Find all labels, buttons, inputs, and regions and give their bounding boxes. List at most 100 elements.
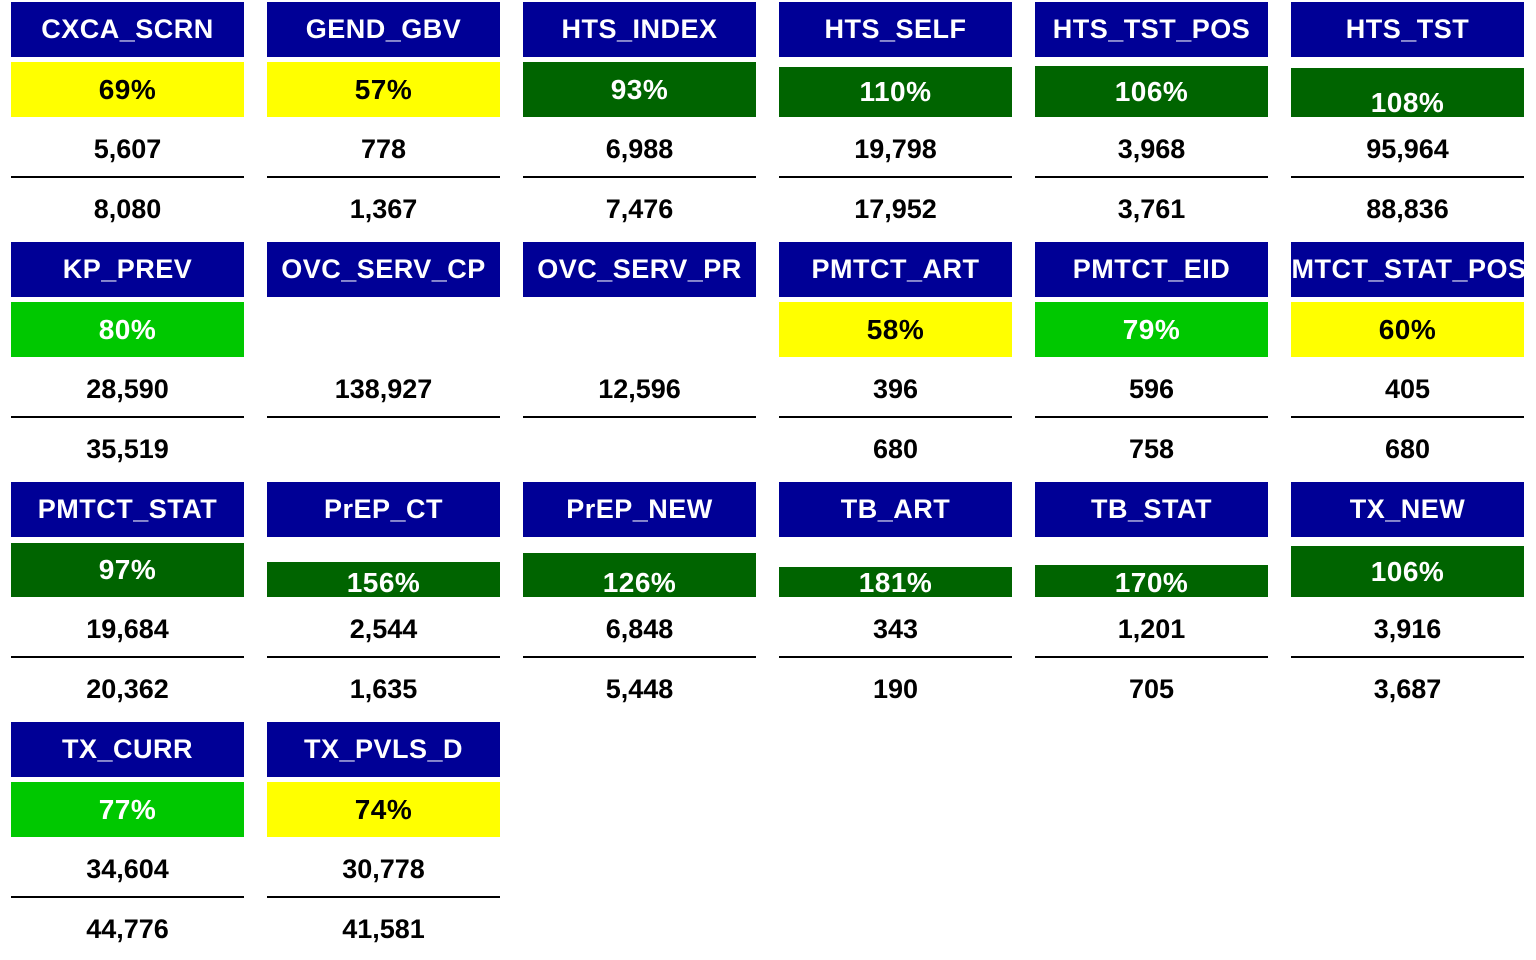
kpi-divider — [267, 656, 500, 658]
kpi-divider — [1291, 656, 1524, 658]
kpi-percent-badge: 170% — [1035, 565, 1268, 597]
kpi-title: CXCA_SCRN — [11, 2, 244, 57]
kpi-value: 3,968 — [1117, 133, 1186, 164]
kpi-percent-area: 93% — [523, 62, 756, 117]
kpi-target: 705 — [1128, 673, 1175, 704]
kpi-percent-badge: 77% — [11, 782, 244, 837]
kpi-value: 34,604 — [86, 853, 169, 884]
kpi-card-tx-pvls-d: TX_PVLS_D 74% 30,778 41,581 — [267, 720, 500, 960]
kpi-card-pmtct-eid: PMTCT_EID 79% 596 758 — [1035, 240, 1268, 480]
kpi-value: 19,798 — [854, 133, 937, 164]
kpi-divider — [523, 656, 756, 658]
kpi-title: TB_STAT — [1035, 482, 1268, 537]
kpi-value: 405 — [1384, 373, 1431, 404]
kpi-card-hts-tst-pos: HTS_TST_POS 106% 3,968 3,761 — [1035, 0, 1268, 240]
kpi-value: 28,590 — [86, 373, 169, 404]
kpi-value: 19,684 — [86, 613, 169, 644]
kpi-card-tx-curr: TX_CURR 77% 34,604 44,776 — [11, 720, 244, 960]
kpi-card-hts-index: HTS_INDEX 93% 6,988 7,476 — [523, 0, 756, 240]
kpi-card-ovc-serv-pr: OVC_SERV_PR 12,596 — [523, 240, 756, 480]
kpi-card-tb-art: TB_ART 181% 343 190 — [779, 480, 1012, 720]
kpi-title: HTS_TST — [1291, 2, 1524, 57]
kpi-title: HTS_TST_POS — [1035, 2, 1268, 57]
kpi-target — [523, 424, 756, 474]
kpi-divider — [1035, 176, 1268, 178]
kpi-percent-area: 106% — [1035, 62, 1268, 117]
kpi-value: 12,596 — [598, 373, 681, 404]
kpi-value: 596 — [1128, 373, 1175, 404]
kpi-target: 1,367 — [349, 193, 418, 224]
kpi-percent-badge: 57% — [267, 62, 500, 117]
kpi-card-kp-prev: KP_PREV 80% 28,590 35,519 — [11, 240, 244, 480]
kpi-card-pmtct-stat-pos: PMTCT_STAT_POS 60% 405 680 — [1291, 240, 1524, 480]
kpi-target: 7,476 — [605, 193, 674, 224]
kpi-title: PrEP_CT — [267, 482, 500, 537]
kpi-percent-badge: 126% — [523, 553, 756, 597]
kpi-target: 758 — [1128, 433, 1175, 464]
kpi-value: 30,778 — [342, 853, 425, 884]
kpi-divider — [523, 416, 756, 418]
kpi-title: PMTCT_EID — [1035, 242, 1268, 297]
kpi-target: 5,448 — [605, 673, 674, 704]
kpi-title: KP_PREV — [11, 242, 244, 297]
kpi-percent-area: 106% — [1291, 542, 1524, 597]
kpi-percent-area — [267, 302, 500, 357]
kpi-percent-area: 110% — [779, 62, 1012, 117]
kpi-title: TX_PVLS_D — [267, 722, 500, 777]
kpi-title: PMTCT_STAT — [11, 482, 244, 537]
kpi-divider — [11, 896, 244, 898]
kpi-percent-area: 170% — [1035, 542, 1268, 597]
kpi-target: 88,836 — [1366, 193, 1449, 224]
kpi-divider — [779, 656, 1012, 658]
kpi-percent-badge: 106% — [1291, 546, 1524, 597]
kpi-value: 5,607 — [93, 133, 162, 164]
kpi-title: HTS_SELF — [779, 2, 1012, 57]
kpi-card-cxca-scrn: CXCA_SCRN 69% 5,607 8,080 — [11, 0, 244, 240]
kpi-target: 44,776 — [86, 913, 169, 944]
kpi-percent-badge: 181% — [779, 567, 1012, 597]
kpi-card-tb-stat: TB_STAT 170% 1,201 705 — [1035, 480, 1268, 720]
kpi-divider — [779, 416, 1012, 418]
kpi-value: 138,927 — [334, 373, 433, 404]
kpi-title: PMTCT_ART — [779, 242, 1012, 297]
kpi-percent-area: 77% — [11, 782, 244, 837]
kpi-target: 41,581 — [342, 913, 425, 944]
kpi-target: 3,761 — [1117, 193, 1186, 224]
kpi-target: 35,519 — [86, 433, 169, 464]
kpi-percent-area: 60% — [1291, 302, 1524, 357]
kpi-card-hts-tst: HTS_TST 108% 95,964 88,836 — [1291, 0, 1524, 240]
kpi-divider — [1035, 656, 1268, 658]
kpi-title: TX_CURR — [11, 722, 244, 777]
kpi-divider — [1291, 176, 1524, 178]
kpi-value: 778 — [360, 133, 407, 164]
kpi-percent-badge: 74% — [267, 782, 500, 837]
kpi-target: 680 — [872, 433, 919, 464]
kpi-percent-badge: 108% — [1291, 68, 1524, 117]
kpi-card-pmtct-art: PMTCT_ART 58% 396 680 — [779, 240, 1012, 480]
kpi-divider — [1291, 416, 1524, 418]
kpi-target: 17,952 — [854, 193, 937, 224]
kpi-title: PMTCT_STAT_POS — [1291, 242, 1524, 297]
kpi-card-hts-self: HTS_SELF 110% 19,798 17,952 — [779, 0, 1012, 240]
kpi-target: 3,687 — [1373, 673, 1442, 704]
kpi-card-pmtct-stat: PMTCT_STAT 97% 19,684 20,362 — [11, 480, 244, 720]
kpi-title: TB_ART — [779, 482, 1012, 537]
kpi-divider — [779, 176, 1012, 178]
kpi-percent-badge: 110% — [779, 67, 1012, 117]
kpi-percent-area: 126% — [523, 542, 756, 597]
kpi-divider — [267, 416, 500, 418]
kpi-value: 396 — [872, 373, 919, 404]
kpi-percent-area: 80% — [11, 302, 244, 357]
kpi-percent-badge: 58% — [779, 302, 1012, 357]
kpi-percent-area: 74% — [267, 782, 500, 837]
kpi-divider — [11, 416, 244, 418]
kpi-value: 1,201 — [1117, 613, 1186, 644]
kpi-percent-area: 181% — [779, 542, 1012, 597]
kpi-target: 190 — [872, 673, 919, 704]
kpi-title: GEND_GBV — [267, 2, 500, 57]
kpi-value: 6,848 — [605, 613, 674, 644]
kpi-value: 6,988 — [605, 133, 674, 164]
kpi-percent-area: 79% — [1035, 302, 1268, 357]
kpi-card-gend-gbv: GEND_GBV 57% 778 1,367 — [267, 0, 500, 240]
